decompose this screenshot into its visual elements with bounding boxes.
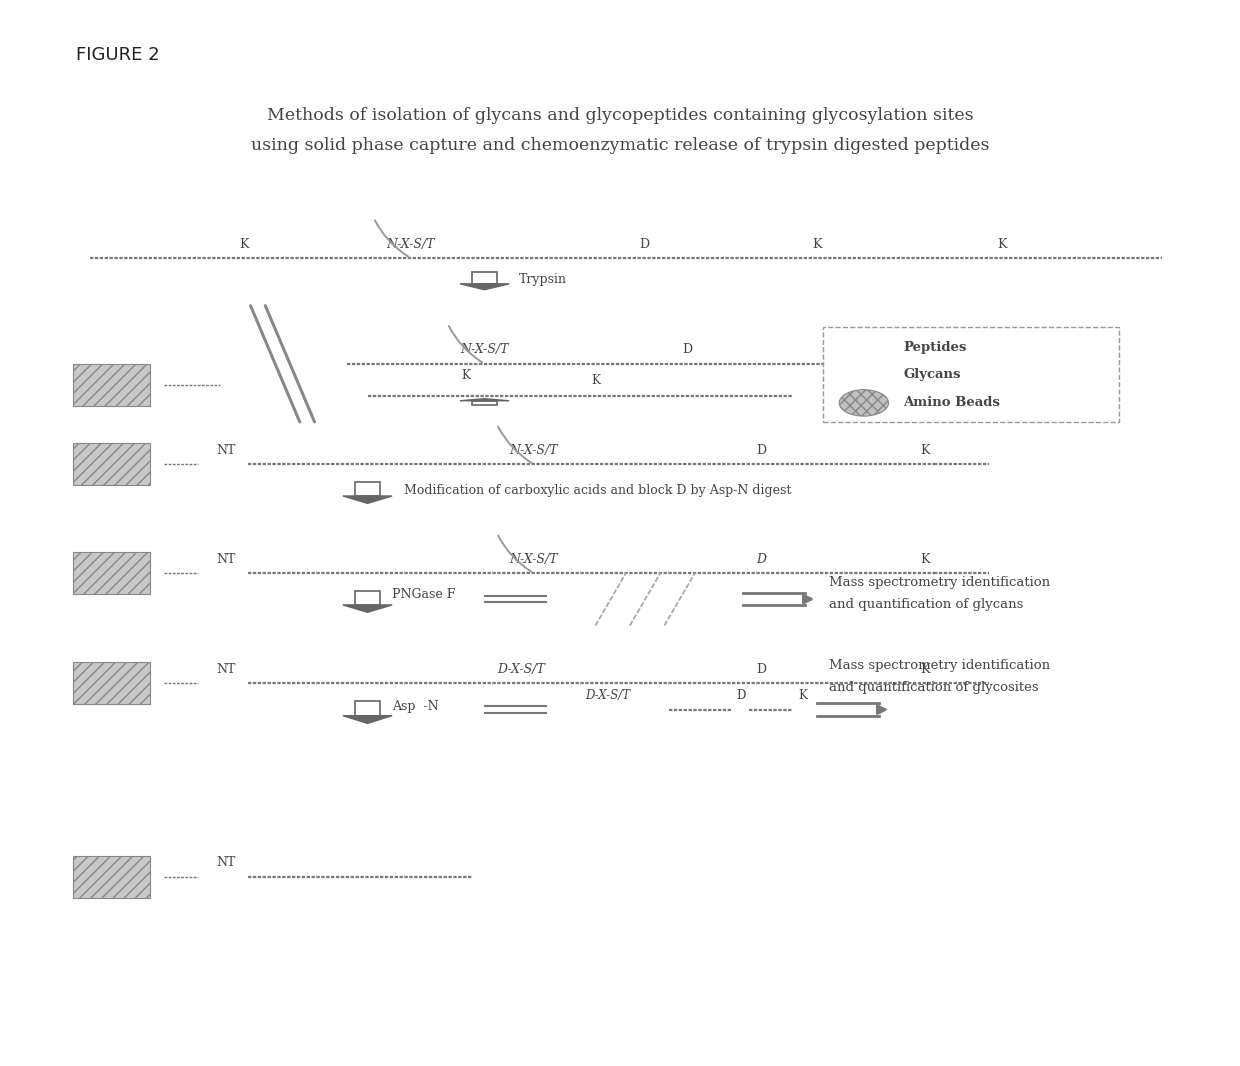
- Text: K: K: [591, 374, 600, 387]
- Text: Asp  -N: Asp -N: [392, 700, 439, 713]
- Text: Mass spectrometry identification: Mass spectrometry identification: [830, 659, 1050, 672]
- Polygon shape: [343, 604, 392, 612]
- Polygon shape: [343, 715, 392, 724]
- Text: K: K: [921, 553, 930, 566]
- Bar: [472, 401, 497, 405]
- Text: K: K: [797, 690, 807, 702]
- Bar: [73, 443, 150, 485]
- Ellipse shape: [839, 390, 889, 416]
- Text: Mass spectrometry identification: Mass spectrometry identification: [830, 576, 1050, 588]
- Text: D: D: [756, 663, 766, 676]
- Text: FIGURE 2: FIGURE 2: [76, 47, 159, 64]
- Bar: [73, 552, 150, 595]
- Text: K: K: [239, 238, 249, 251]
- Text: K: K: [921, 663, 930, 676]
- Text: D: D: [640, 238, 650, 251]
- Text: D: D: [683, 343, 693, 356]
- Text: D-X-S/T: D-X-S/T: [497, 663, 546, 676]
- Text: K: K: [997, 238, 1007, 251]
- Text: D: D: [756, 553, 766, 566]
- Bar: [73, 364, 150, 406]
- Text: NT: NT: [216, 856, 236, 870]
- Polygon shape: [460, 399, 510, 401]
- Text: Peptides: Peptides: [903, 341, 967, 354]
- Bar: [472, 273, 497, 284]
- Text: using solid phase capture and chemoenzymatic release of trypsin digested peptide: using solid phase capture and chemoenzym…: [250, 138, 990, 155]
- Text: N-X-S/T: N-X-S/T: [387, 238, 435, 251]
- Text: NT: NT: [216, 553, 236, 566]
- Text: Trypsin: Trypsin: [520, 273, 567, 286]
- Text: and quantification of glycosites: and quantification of glycosites: [830, 681, 1039, 694]
- Bar: [73, 662, 150, 705]
- Text: K: K: [921, 443, 930, 457]
- Text: and quantification of glycans: and quantification of glycans: [830, 598, 1024, 611]
- Bar: [355, 591, 379, 604]
- Text: K: K: [822, 343, 832, 356]
- Text: K: K: [812, 238, 822, 251]
- Text: N-X-S/T: N-X-S/T: [510, 553, 558, 566]
- Bar: [355, 482, 379, 496]
- Bar: [355, 700, 379, 715]
- Bar: [73, 856, 150, 898]
- Text: PNGase F: PNGase F: [392, 588, 455, 601]
- Text: D: D: [756, 443, 766, 457]
- Text: K: K: [461, 369, 470, 382]
- Text: Methods of isolation of glycans and glycopeptides containing glycosylation sites: Methods of isolation of glycans and glyc…: [267, 107, 973, 124]
- Text: Modification of carboxylic acids and block D by Asp-N digest: Modification of carboxylic acids and blo…: [404, 484, 792, 497]
- Text: NT: NT: [216, 443, 236, 457]
- Polygon shape: [343, 496, 392, 503]
- Text: Glycans: Glycans: [903, 368, 961, 381]
- Text: N-X-S/T: N-X-S/T: [460, 343, 508, 356]
- Text: D-X-S/T: D-X-S/T: [585, 690, 630, 702]
- Text: Amino Beads: Amino Beads: [903, 397, 1001, 409]
- Text: NT: NT: [216, 663, 236, 676]
- Polygon shape: [460, 284, 510, 290]
- Bar: [823, 327, 1118, 422]
- Text: D: D: [737, 690, 745, 702]
- Text: N-X-S/T: N-X-S/T: [510, 443, 558, 457]
